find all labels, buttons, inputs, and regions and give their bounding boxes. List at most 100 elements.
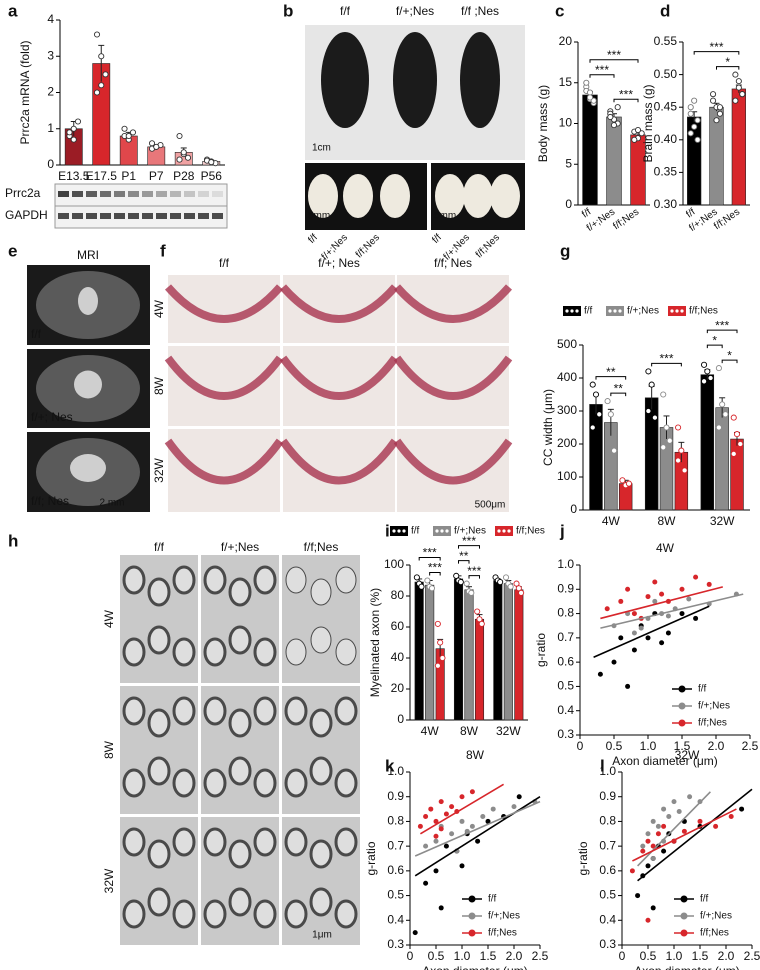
legend-marker xyxy=(680,895,688,903)
y-tick-label: 300 xyxy=(557,403,577,417)
significance-bracket xyxy=(458,545,480,549)
em-axon xyxy=(228,839,252,869)
em-axon xyxy=(147,577,171,607)
em-axon xyxy=(228,577,252,607)
data-point xyxy=(650,856,656,861)
em-axon xyxy=(253,827,277,857)
y-tick-label: 0.8 xyxy=(557,606,574,620)
scale-bar-label: 500μm xyxy=(475,500,506,511)
data-point xyxy=(433,868,439,874)
data-point xyxy=(463,580,470,587)
data-point xyxy=(730,450,737,457)
x-tick-label: 1.0 xyxy=(640,739,657,753)
data-point xyxy=(597,671,603,677)
data-point xyxy=(468,589,475,596)
brain xyxy=(435,174,465,218)
histology-tract xyxy=(164,355,284,400)
y-tick-label: 80 xyxy=(391,588,405,602)
fit-line xyxy=(637,788,753,882)
scale-bar-label: 1cm xyxy=(312,143,331,154)
em-axon xyxy=(253,696,277,726)
x-tick-label: E13.5 xyxy=(58,169,90,183)
fit-line xyxy=(632,808,737,862)
data-point xyxy=(516,794,522,800)
y-tick-label: 3 xyxy=(47,48,54,62)
significance-label: * xyxy=(727,348,732,362)
data-point xyxy=(625,480,632,487)
data-point xyxy=(443,843,449,849)
data-point xyxy=(645,831,651,837)
significance-label: * xyxy=(725,55,730,69)
legend-marker xyxy=(468,912,476,920)
data-point xyxy=(678,447,685,454)
x-tick-label: 2.0 xyxy=(708,739,725,753)
data-point xyxy=(413,574,420,581)
em-axon xyxy=(335,566,357,594)
data-point xyxy=(650,905,656,911)
blot-band xyxy=(128,213,139,219)
data-point xyxy=(93,31,101,38)
blot-band xyxy=(72,191,83,197)
significance-label: *** xyxy=(423,546,437,560)
em-axon xyxy=(147,839,171,869)
brain-label: f/f xyxy=(306,232,320,246)
y-tick-label: 0.4 xyxy=(387,912,404,926)
data-point xyxy=(687,104,694,111)
y-axis-label: CC width (μm) xyxy=(541,389,555,466)
fit-line xyxy=(414,800,541,857)
em-axon xyxy=(122,637,146,667)
y-tick-label: 0.5 xyxy=(387,888,404,902)
data-point xyxy=(439,654,446,662)
y-tick-label: 0.9 xyxy=(557,581,574,595)
row-label: f/f xyxy=(31,327,42,341)
x-tick-label: 4W xyxy=(421,724,440,738)
data-point xyxy=(687,110,694,117)
data-point xyxy=(660,444,667,451)
data-point xyxy=(611,659,617,665)
blot-band xyxy=(72,213,83,219)
legend-label: f/f;Nes xyxy=(516,526,545,537)
data-point xyxy=(645,407,652,415)
data-point xyxy=(70,125,77,132)
x-tick-label: P56 xyxy=(201,169,223,183)
data-point xyxy=(652,579,658,585)
panel-letter: h xyxy=(8,531,18,550)
data-point xyxy=(640,848,646,854)
data-point xyxy=(733,431,741,438)
em-axon xyxy=(284,899,308,929)
em-axon xyxy=(172,768,196,798)
legend-dot xyxy=(575,309,579,313)
data-point xyxy=(428,806,434,812)
mouse xyxy=(321,32,369,128)
data-point xyxy=(681,828,687,834)
y-tick-label: 0 xyxy=(565,197,572,211)
data-point xyxy=(687,794,693,800)
legend-label: f/+;Nes xyxy=(698,701,730,712)
histology-image xyxy=(283,346,395,426)
x-tick-label: 1.0 xyxy=(454,949,471,963)
blot-band xyxy=(156,191,167,197)
em-axon xyxy=(147,887,171,917)
legend-dot xyxy=(675,309,679,313)
scale-bar-label: 1μm xyxy=(312,930,332,941)
legend-label: f/f xyxy=(584,306,593,317)
significance-bracket xyxy=(706,344,723,349)
em-axon xyxy=(203,565,227,595)
em-axon xyxy=(122,899,146,929)
y-tick-label: 0.3 xyxy=(599,937,616,951)
data-point xyxy=(697,818,703,824)
x-tick-label: 8W xyxy=(658,514,677,528)
chart-title: 4W xyxy=(656,541,675,555)
data-point xyxy=(490,806,496,812)
legend-dot xyxy=(397,529,401,533)
significance-bracket xyxy=(429,572,441,576)
histology-image xyxy=(397,275,509,343)
histology-tract xyxy=(164,438,284,485)
data-point xyxy=(592,391,600,398)
significance-label: ** xyxy=(614,381,624,395)
x-tick-label: 0.5 xyxy=(606,739,623,753)
fit-line xyxy=(419,783,505,835)
data-point xyxy=(650,818,656,824)
data-point xyxy=(125,132,132,140)
row-label: 4W xyxy=(102,609,116,628)
